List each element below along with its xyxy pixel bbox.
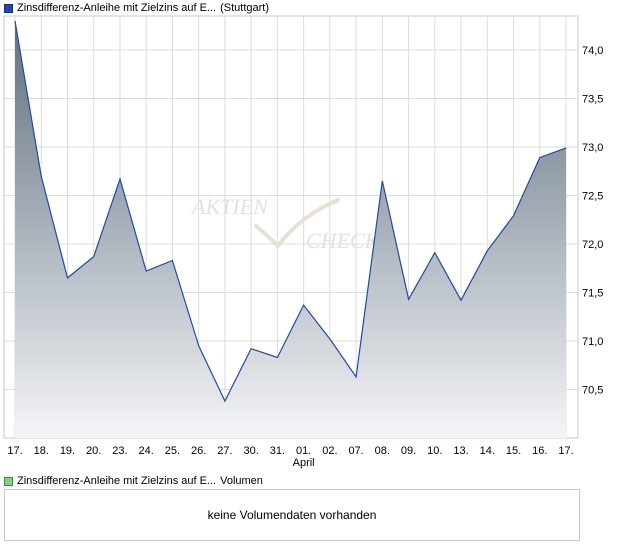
x-tick-label: 20. [86,445,101,457]
volume-panel: keine Volumendaten vorhanden [4,489,580,541]
watermark-text-1: AKTIEN [190,194,269,219]
y-tick-label: 72,0 [582,239,603,251]
x-tick-label: 17. [7,445,22,457]
x-tick-label: 13. [453,445,468,457]
x-tick-label: 26. [191,445,206,457]
x-tick-label: 25. [165,445,180,457]
price-area [15,20,566,439]
price-series-name: Zinsdifferenz-Anleihe mit Zielzins auf E… [17,2,217,14]
x-tick-label: 23. [112,445,127,457]
price-series-swatch [4,3,13,13]
price-chart: 70,5 71,0 71,5 72,0 72,5 73,0 73,5 74,0 AKTIEN CH… [3,15,603,469]
x-tick-label: 08. [375,445,390,457]
x-tick-label: 31. [270,445,285,457]
y-tick-label: 73,5 [582,93,603,105]
price-line [14,20,567,403]
x-tick-label: 01. [296,445,311,457]
x-tick-label: 15. [506,445,521,457]
x-tick-label: 02. [322,445,337,457]
x-tick-label: 14. [480,445,495,457]
x-tick-label: 17. [558,445,573,457]
y-tick-label: 71,0 [582,336,603,348]
x-tick-label: 09. [401,445,416,457]
price-legend: Zinsdifferenz-Anleihe mit Zielzins auf E… [4,1,269,15]
x-tick-label: 27. [217,445,232,457]
watermark-check-icon [254,198,340,250]
x-tick-label: 16. [532,445,547,457]
x-tick-label: 24. [139,445,154,457]
x-tick-label: 30. [243,445,258,457]
x-tick-label: 18. [34,445,49,457]
y-tick-label: 73,0 [582,142,603,154]
y-tick-label: 72,5 [582,190,603,202]
watermark-text-2: CHECK [306,228,381,253]
volume-empty-message: keine Volumendaten vorhanden [207,508,377,522]
x-month-label: April [293,457,315,469]
y-tick-label: 74,0 [582,45,603,57]
y-tick-label: 70,5 [582,384,603,396]
y-tick-label: 71,5 [582,287,603,299]
x-tick-label: 19. [60,445,75,457]
x-tick-label: 10. [427,445,442,457]
volume-series-name: Zinsdifferenz-Anleihe mit Zielzins auf E… [17,475,217,487]
volume-legend: Zinsdifferenz-Anleihe mit Zielzins auf E… [4,474,263,488]
volume-series-swatch [4,476,13,486]
price-exchange-label: (Stuttgart) [220,2,270,14]
volume-label: Volumen [220,475,263,487]
x-tick-label: 07. [348,445,363,457]
